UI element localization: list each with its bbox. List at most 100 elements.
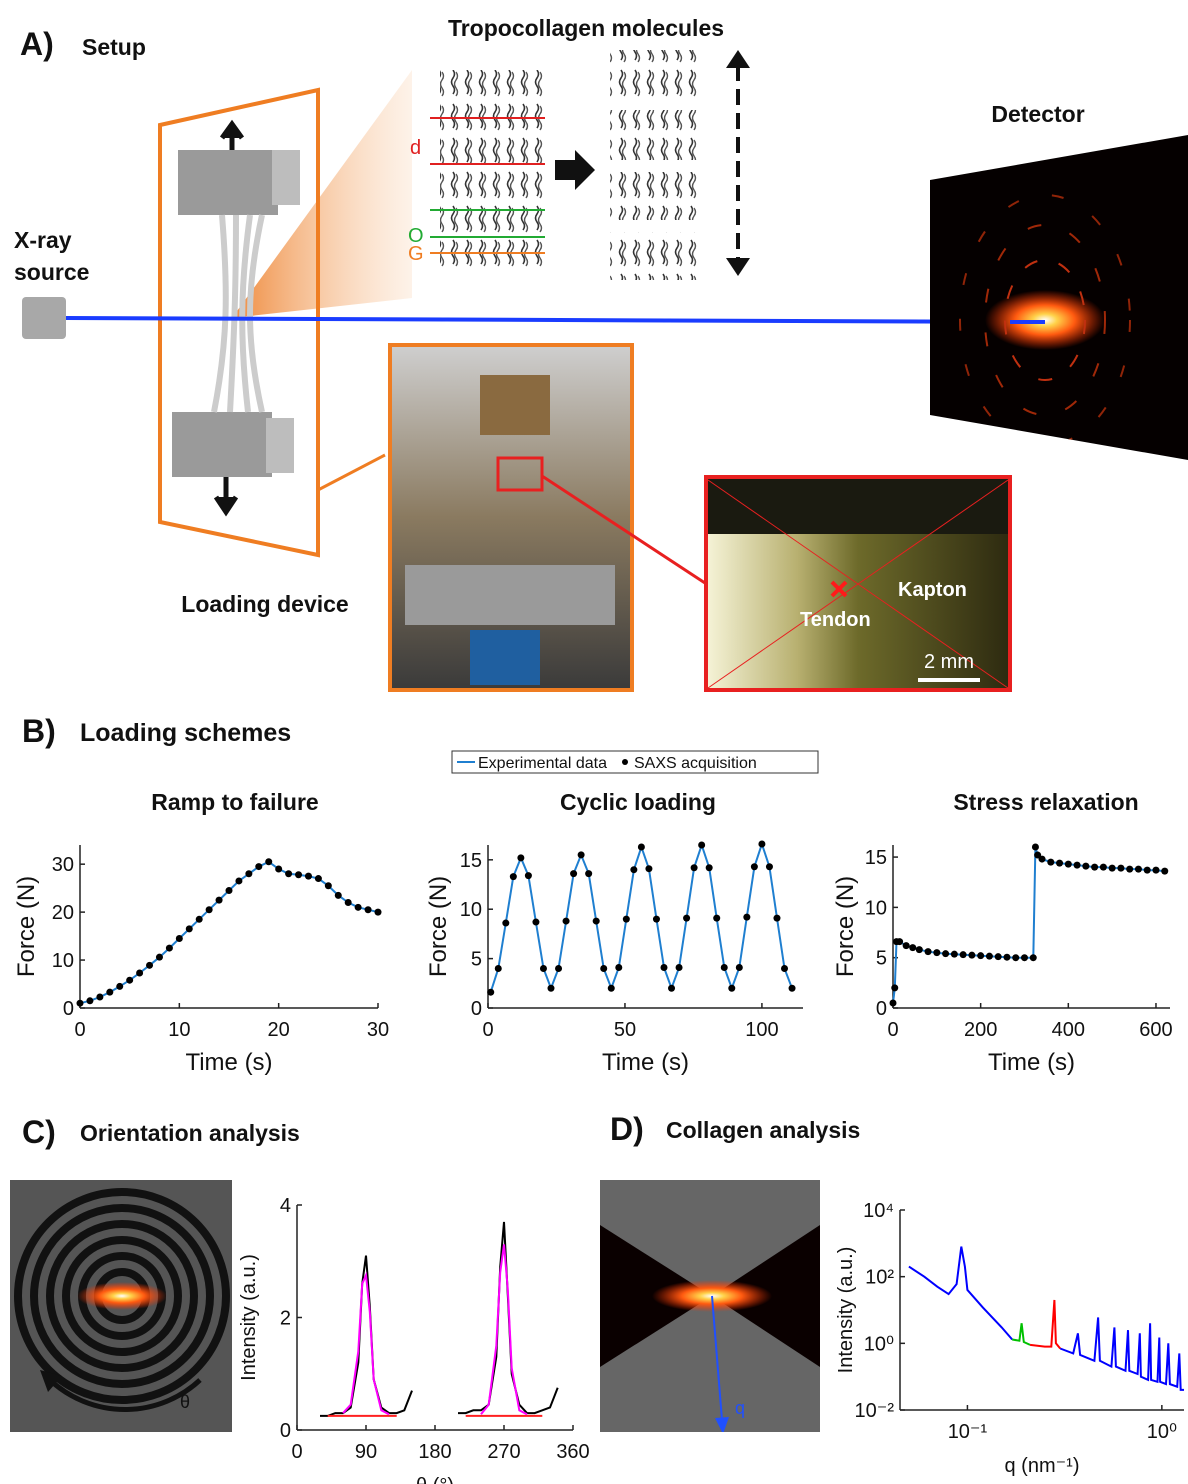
y-tick-label: 10 <box>865 897 887 919</box>
device-label: Loading device <box>181 591 348 617</box>
lower-grip-side <box>266 418 294 473</box>
angle-label: θ <box>180 1392 190 1412</box>
beam-position <box>830 580 848 598</box>
series-line <box>79 860 379 1005</box>
y-tick-label: 15 <box>460 850 482 872</box>
y-axis-label: Force (N) <box>832 876 859 977</box>
data-point <box>275 865 283 873</box>
data-point <box>517 854 525 862</box>
data-point <box>334 891 342 899</box>
data-point <box>915 946 923 954</box>
gap-label: G <box>408 243 424 265</box>
photo-connector <box>317 453 386 492</box>
setup-diagram <box>22 50 1188 692</box>
xray-source <box>22 297 66 339</box>
x-tick-label: 360 <box>556 1441 589 1463</box>
data-point <box>255 863 263 871</box>
x-axis-label: Time (s) <box>988 1049 1075 1076</box>
legend-box <box>451 750 819 774</box>
data-point <box>86 997 94 1005</box>
y-axis-label: Intensity (a.u.) <box>835 1247 857 1374</box>
ring <box>959 194 1131 446</box>
pull-arrow-up <box>219 119 245 150</box>
data-point <box>175 934 183 942</box>
data-point <box>924 948 932 956</box>
data-point <box>1117 864 1125 872</box>
legend: Experimental data SAXS acquisition <box>451 750 819 774</box>
photo-top <box>708 479 1008 534</box>
y-tick-label: 5 <box>471 949 482 971</box>
arrow-head <box>726 258 750 276</box>
data-point <box>959 951 967 959</box>
stretch-arrow <box>555 150 595 190</box>
data-point <box>1126 865 1134 873</box>
data-point <box>555 964 563 972</box>
loading-frame <box>158 87 320 558</box>
data-point <box>96 993 104 1001</box>
pull-arrow-down <box>213 477 239 517</box>
data-point <box>1064 860 1072 868</box>
data-point <box>630 866 638 874</box>
x-tick-label: 20 <box>268 1019 290 1041</box>
panel-title: Loading schemes <box>80 719 291 747</box>
data-point <box>487 988 495 996</box>
data-point <box>1047 858 1055 866</box>
data-point <box>765 863 773 871</box>
data-point <box>502 919 510 927</box>
data-point <box>743 913 751 921</box>
data-point <box>1003 953 1011 961</box>
y-tick-label: 4 <box>280 1195 291 1217</box>
data-point <box>205 906 213 914</box>
data-point <box>933 949 941 957</box>
legend-marker <box>622 759 628 765</box>
q-arrow <box>711 1295 723 1421</box>
y-tick-label: 10 <box>460 899 482 921</box>
data-point <box>295 871 303 879</box>
data-point <box>146 961 154 969</box>
chart-title: Stress relaxation <box>953 789 1138 815</box>
data-point <box>185 925 193 933</box>
data-point <box>645 865 653 873</box>
arrow-head <box>40 1370 62 1392</box>
data-point <box>76 999 84 1007</box>
crosshair <box>707 479 1009 689</box>
q-label: q <box>735 1398 745 1418</box>
x-tick-label: 10⁰ <box>1147 1421 1177 1443</box>
data-point <box>539 964 547 972</box>
data-point <box>891 984 899 992</box>
mask <box>600 1180 820 1296</box>
data-point <box>1073 861 1081 869</box>
panel-title: Setup <box>82 34 146 60</box>
panel-label: B) <box>22 713 56 749</box>
data-point <box>675 963 683 971</box>
x-tick-label: 0 <box>291 1441 302 1463</box>
series-line <box>1029 1299 1061 1350</box>
x-tick-label: 10 <box>168 1019 190 1041</box>
data-point <box>652 915 660 923</box>
x-tick-label: 0 <box>74 1019 85 1041</box>
data-point <box>577 851 585 859</box>
data-point <box>942 950 950 958</box>
data-point <box>1091 863 1099 871</box>
x-tick-label: 600 <box>1139 1019 1172 1041</box>
lower-grip <box>172 412 272 477</box>
data-point <box>781 964 789 972</box>
data-point <box>245 870 253 878</box>
data-point <box>735 963 743 971</box>
series-line <box>908 1246 1184 1391</box>
data-point <box>570 870 578 878</box>
data-point <box>524 872 532 880</box>
y-tick-label: 10⁻² <box>855 1400 895 1422</box>
data-point <box>1031 843 1039 851</box>
source-label: source <box>14 259 89 285</box>
panel-label: D) <box>610 1111 644 1147</box>
legend-label: Experimental data <box>478 755 607 772</box>
x-tick-label: 30 <box>367 1019 389 1041</box>
y-tick-label: 10⁴ <box>863 1200 894 1222</box>
data-point <box>344 899 352 907</box>
data-point <box>896 938 904 946</box>
data-point <box>985 952 993 960</box>
molecules-relaxed <box>440 70 545 270</box>
y-axis-label: Force (N) <box>425 876 452 977</box>
